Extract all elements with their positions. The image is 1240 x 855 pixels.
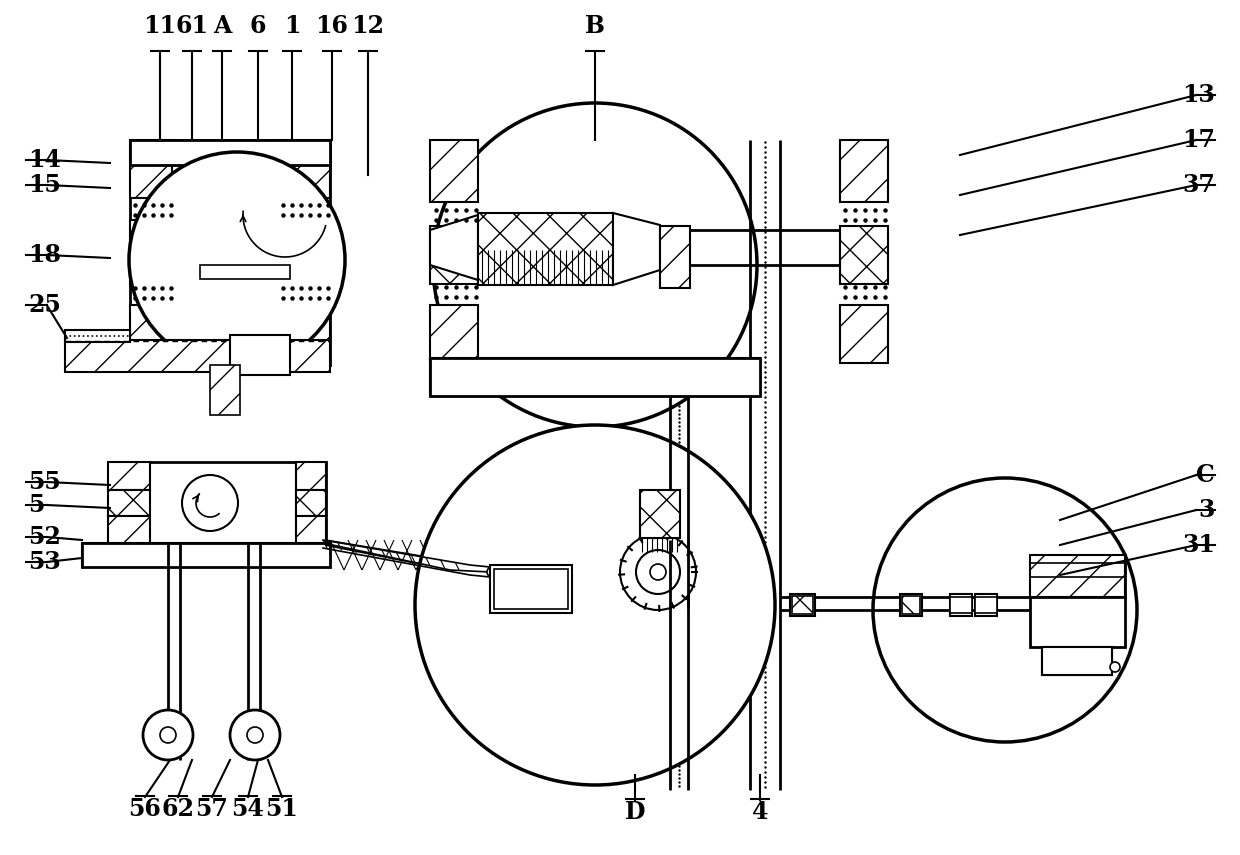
Circle shape (433, 103, 756, 427)
Text: 4: 4 (751, 800, 769, 824)
Bar (900, 594, 923, 616)
Bar (108, 462, 150, 490)
Circle shape (129, 152, 345, 368)
Bar (82, 543, 330, 567)
Circle shape (636, 550, 680, 594)
Text: 57: 57 (196, 797, 228, 821)
Text: B: B (585, 14, 605, 38)
Bar (296, 516, 326, 544)
Bar (1042, 647, 1112, 675)
Bar (278, 305, 330, 365)
Bar (430, 226, 477, 284)
Text: 1: 1 (284, 14, 300, 38)
Text: 16: 16 (315, 14, 348, 38)
Bar (64, 340, 330, 372)
Bar (901, 596, 920, 614)
Bar (130, 140, 330, 365)
Text: 3: 3 (1199, 498, 1215, 522)
Circle shape (229, 710, 280, 760)
Circle shape (650, 564, 666, 580)
Bar (430, 358, 760, 396)
Bar (130, 305, 172, 365)
Text: 55: 55 (29, 470, 61, 494)
Text: 31: 31 (1182, 533, 1215, 557)
Bar (200, 265, 290, 279)
Text: D: D (625, 800, 645, 824)
Bar (839, 140, 888, 202)
Bar (792, 596, 813, 614)
Text: 62: 62 (161, 797, 195, 821)
Text: A: A (213, 14, 231, 38)
Bar (210, 365, 241, 415)
Bar (296, 490, 326, 516)
Bar (108, 462, 326, 544)
Text: 52: 52 (29, 525, 61, 549)
Text: 11: 11 (144, 14, 176, 38)
Text: 14: 14 (29, 148, 61, 172)
Text: C: C (1197, 463, 1215, 487)
Bar (1030, 555, 1125, 597)
Bar (1042, 647, 1112, 675)
Circle shape (620, 534, 696, 610)
Text: 37: 37 (1182, 173, 1215, 197)
Bar (64, 330, 130, 342)
Text: 12: 12 (351, 14, 384, 38)
Bar (430, 358, 760, 396)
Circle shape (247, 727, 263, 743)
Bar (108, 490, 150, 516)
Bar (975, 597, 997, 613)
Bar (839, 305, 888, 363)
Circle shape (487, 567, 497, 577)
Text: 54: 54 (232, 797, 264, 821)
Text: 51: 51 (265, 797, 299, 821)
Bar (130, 140, 172, 198)
Polygon shape (613, 213, 660, 285)
Text: 53: 53 (29, 550, 61, 574)
Bar (430, 305, 477, 363)
Bar (950, 597, 972, 613)
Bar (477, 213, 613, 285)
Bar (790, 594, 815, 616)
Text: 6: 6 (249, 14, 267, 38)
Circle shape (1110, 662, 1120, 672)
Bar (296, 462, 326, 490)
Bar (660, 226, 689, 288)
Bar (130, 220, 172, 285)
Circle shape (415, 425, 775, 785)
Text: 56: 56 (129, 797, 161, 821)
Bar (108, 516, 150, 544)
Text: 25: 25 (29, 293, 61, 317)
Polygon shape (430, 215, 477, 280)
Bar (130, 140, 330, 165)
Bar (640, 490, 680, 538)
Circle shape (182, 475, 238, 531)
Bar (82, 543, 330, 567)
Text: 61: 61 (176, 14, 208, 38)
Text: 17: 17 (1182, 128, 1215, 152)
Bar (490, 565, 572, 613)
Bar (975, 594, 997, 616)
Bar (278, 220, 330, 285)
Circle shape (143, 710, 193, 760)
Bar (241, 340, 280, 370)
Bar (494, 569, 568, 609)
Bar (1030, 555, 1125, 597)
Text: 5: 5 (29, 493, 45, 517)
Circle shape (160, 727, 176, 743)
Text: 18: 18 (29, 243, 61, 267)
Bar (229, 335, 290, 375)
Text: 15: 15 (29, 173, 61, 197)
Bar (950, 594, 972, 616)
Bar (1030, 597, 1125, 647)
Bar (839, 226, 888, 284)
Circle shape (873, 478, 1137, 742)
Bar (278, 140, 330, 198)
Bar (430, 140, 477, 202)
Text: 13: 13 (1182, 83, 1215, 107)
